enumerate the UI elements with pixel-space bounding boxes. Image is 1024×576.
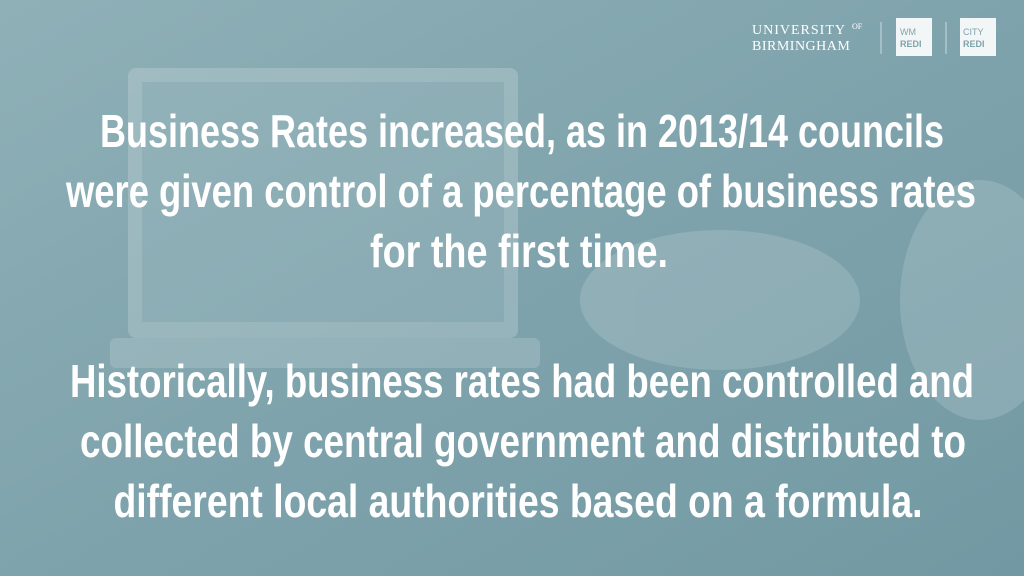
- city-redi-box: [960, 18, 996, 56]
- logo: UNIVERSITY OF BIRMINGHAM WM REDI CITY RE…: [752, 18, 996, 56]
- logo-birmingham: BIRMINGHAM: [752, 39, 850, 54]
- text-line: Business Rates increased, as in 2013/14 …: [100, 105, 944, 157]
- logo-wm-redi: REDI: [900, 39, 922, 49]
- logo-university: UNIVERSITY: [752, 23, 846, 38]
- logo-wm: WM: [900, 27, 916, 37]
- text-line: were given control of a percentage of bu…: [65, 165, 976, 217]
- text-line: different local authorities based on a f…: [114, 475, 923, 527]
- text-line: Historically, business rates had been co…: [70, 355, 974, 407]
- wm-redi-box: [896, 18, 932, 56]
- text-line: for the first time.: [370, 225, 668, 277]
- logo-city: CITY: [963, 27, 984, 37]
- body-text: Business Rates increased, as in 2013/14 …: [65, 105, 976, 527]
- logo-of: OF: [852, 22, 863, 31]
- text-line: collected by central government and dist…: [80, 415, 966, 467]
- logo-city-redi: REDI: [963, 39, 985, 49]
- background-photo: [110, 68, 1024, 420]
